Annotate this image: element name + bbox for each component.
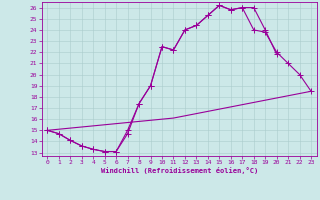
X-axis label: Windchill (Refroidissement éolien,°C): Windchill (Refroidissement éolien,°C) xyxy=(100,167,258,174)
